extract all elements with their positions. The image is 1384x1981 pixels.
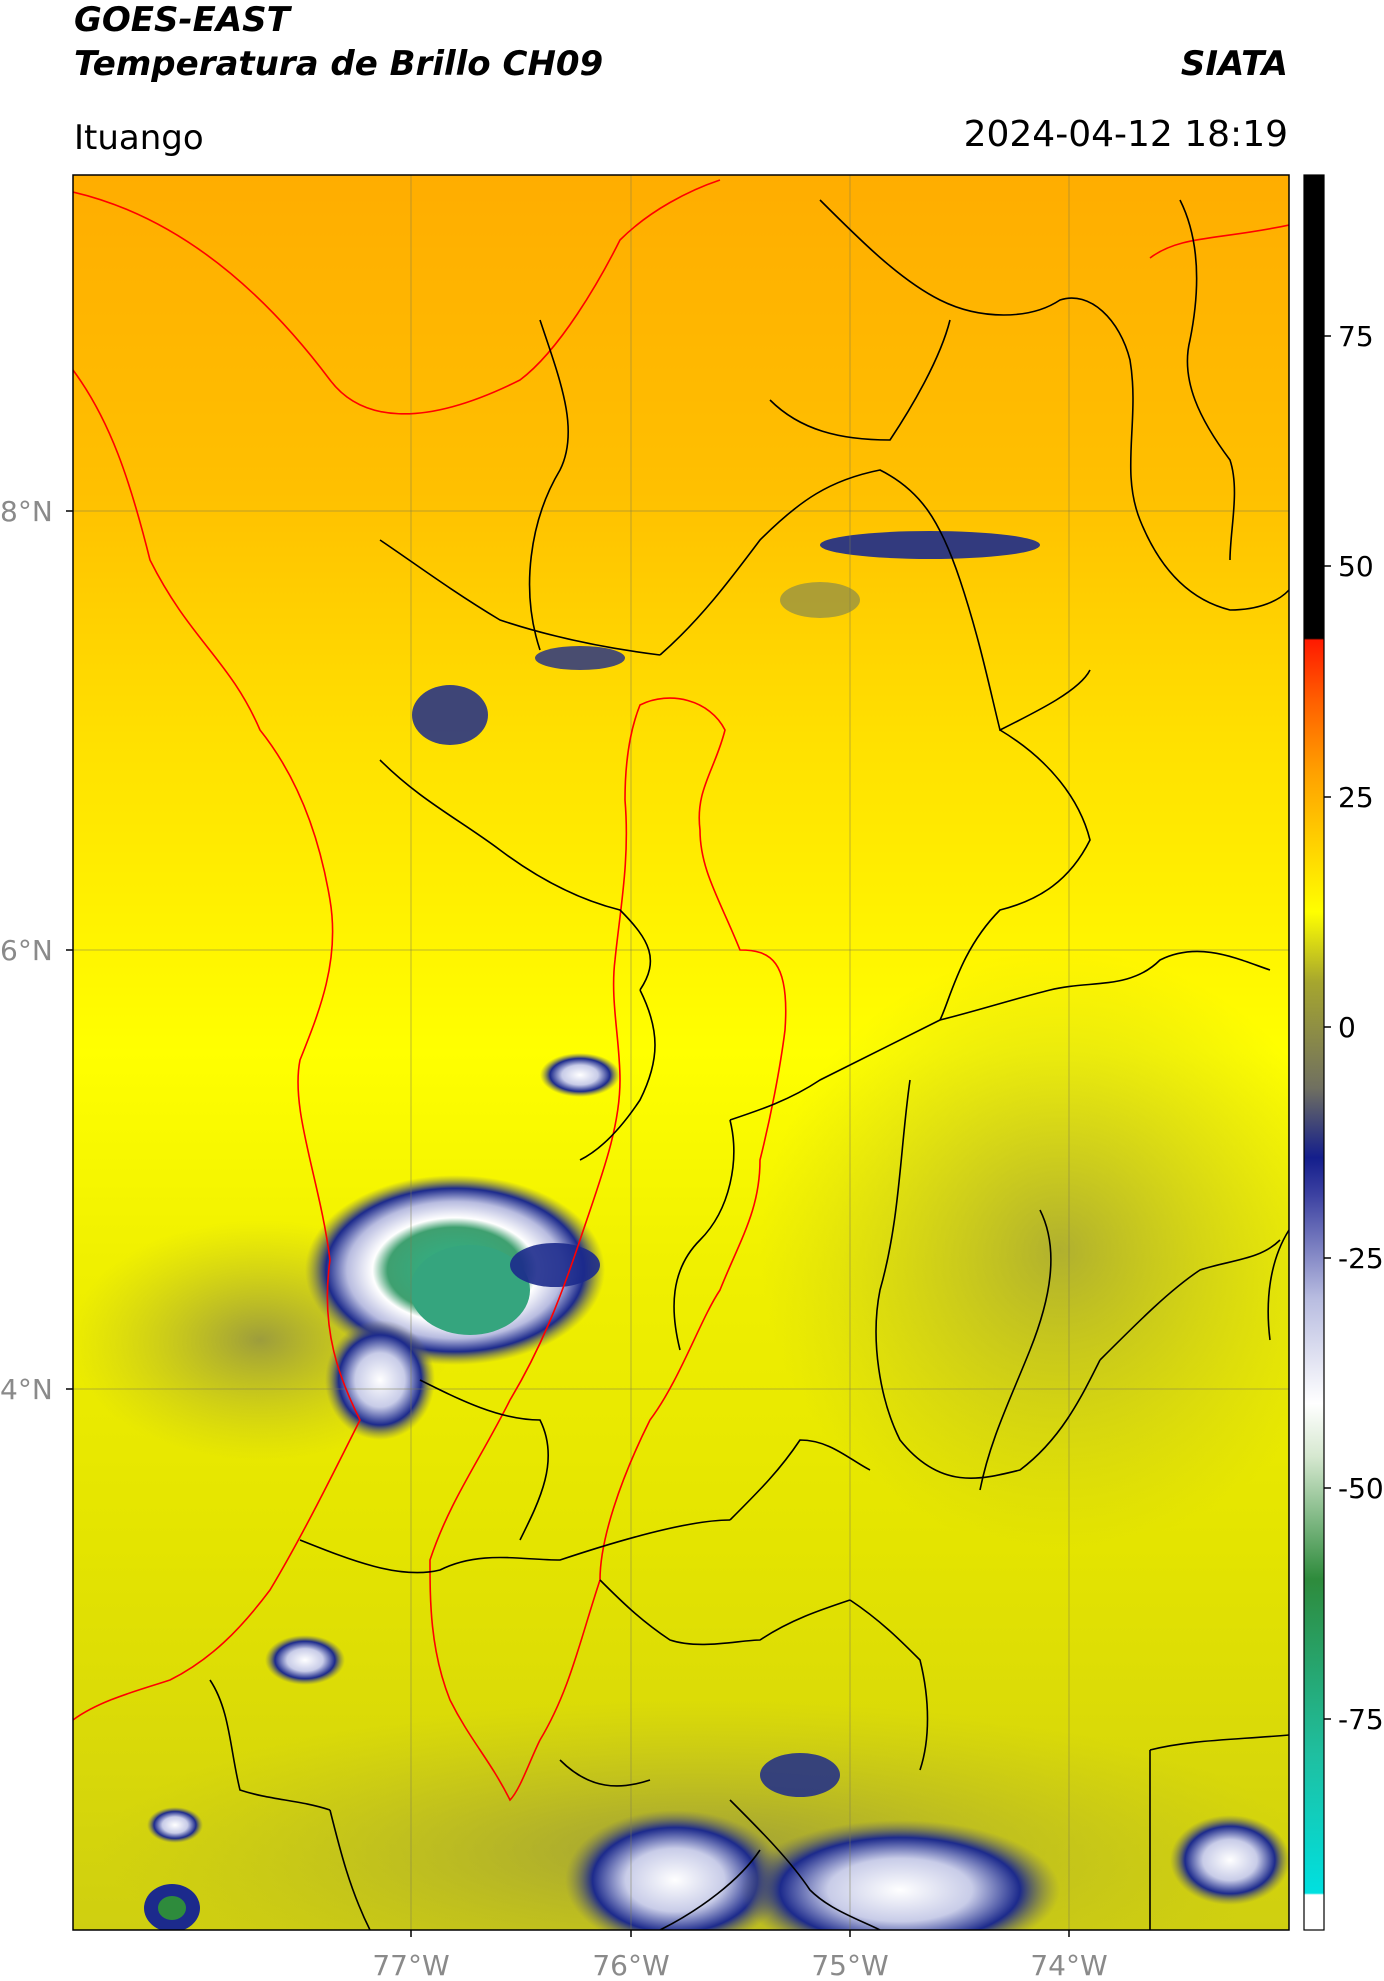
basin-outline [429,697,787,1802]
colorbar-label-neg25: -25 [1338,1242,1384,1275]
lat-label-4n: 4°N [0,1373,53,1406]
lon-label-75w: 75°W [811,1949,888,1981]
cloud-haze-north [780,582,860,618]
cloud-band-north [820,531,1040,559]
storm-tail [510,1243,600,1287]
product-title: Temperatura de Brillo CH09 [74,44,604,84]
storm-cell-south [325,1320,435,1440]
cloud-cell-10 [760,1753,840,1797]
coastline [73,179,1289,1721]
satellite-title: GOES-EAST [74,0,290,40]
colorbar-label-neg75: -75 [1338,1703,1384,1736]
datetime-label: 2024-04-12 18:19 [963,114,1288,155]
lon-label-76w: 76°W [592,1949,669,1981]
lat-label-6n: 6°N [0,934,53,967]
cloud-cell-4 [265,1635,345,1685]
lon-label-74w: 74°W [1030,1949,1107,1981]
location-label: Ituango [74,118,204,158]
cloud-cell-8 [740,1820,1060,1930]
cloud-cell-5 [147,1807,203,1843]
cloud-cell-1 [540,1053,620,1097]
map-area [73,175,1289,1930]
lat-label-8n: 8°N [0,495,53,528]
map-ticks [66,510,1070,1937]
colorbar [1303,174,1325,1931]
cloud-cell-3 [535,646,625,670]
department-borders [209,199,1289,1930]
colorbar-label-50: 50 [1338,550,1374,583]
colorbar-ticks [1324,335,1331,1720]
colorbar-label-neg50: -50 [1338,1472,1384,1505]
organization-label: SIATA [1180,44,1288,84]
colorbar-label-75: 75 [1338,320,1374,353]
storm-core [410,1245,530,1335]
cloud-cell-6-core [158,1896,186,1920]
haze-east [760,950,1289,1550]
colorbar-label-0: 0 [1338,1011,1356,1044]
lon-label-77w: 77°W [372,1949,449,1981]
colorbar-label-25: 25 [1338,781,1374,814]
cloud-cell-7 [565,1810,785,1930]
map-frame [72,174,1290,1931]
graticule [73,175,1289,1930]
cloud-cell-2 [412,685,488,745]
cloud-cell-9 [1170,1815,1289,1905]
